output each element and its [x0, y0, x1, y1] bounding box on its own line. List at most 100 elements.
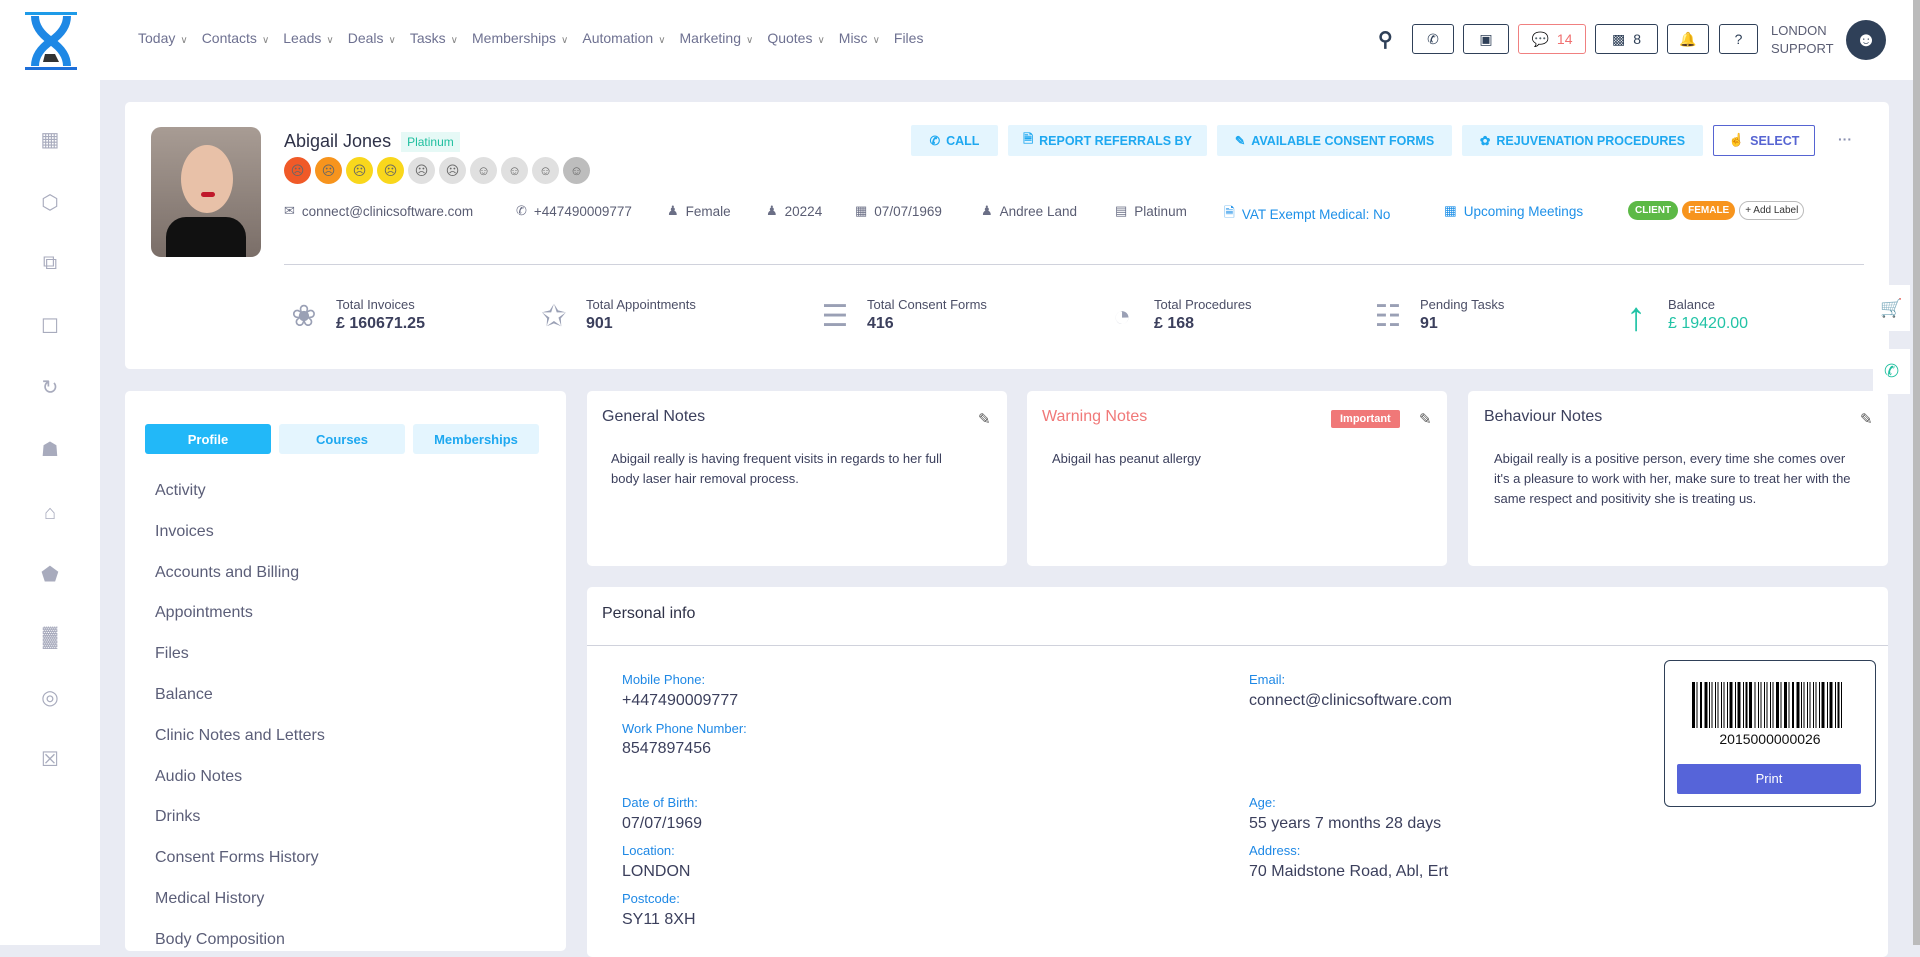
barcode-box: 2015000000026 Print [1664, 660, 1876, 807]
client-label[interactable]: CLIENT [1628, 201, 1679, 220]
more-button[interactable]: ··· [1838, 131, 1852, 147]
nav-item-quotes[interactable]: Quotes ∨ [767, 30, 824, 46]
stat-value: £ 160671.25 [336, 315, 425, 332]
mood-face-icon-1[interactable]: ☹ [284, 157, 311, 184]
mood-face-icon-9[interactable]: ☺ [532, 157, 559, 184]
mood-face-icon-5[interactable]: ☹ [408, 157, 435, 184]
avatar[interactable]: ☻ [1846, 20, 1886, 60]
report-referrals-button[interactable]: 🗎 REPORT REFERRALS BY [1008, 125, 1207, 156]
menu-item-medical-history[interactable]: Medical History [155, 890, 265, 907]
menu-item-invoices[interactable]: Invoices [155, 522, 214, 540]
personal-info-divider [587, 645, 1888, 646]
mood-face-icon-8[interactable]: ☺ [501, 157, 528, 184]
inbox-button[interactable]: ▣ [1463, 24, 1509, 54]
barcode-bar [1766, 682, 1768, 728]
profile-header: Abigail Jones Platinum [284, 131, 460, 152]
menu-item-accounts-and-billing[interactable]: Accounts and Billing [155, 563, 300, 581]
add-label-button[interactable]: + Add Label [1739, 201, 1805, 220]
stat-total-procedures: ◔ Total Procedures £ 168 [1102, 297, 1252, 337]
tab-memberships[interactable]: Memberships [413, 424, 539, 454]
consent-forms-button[interactable]: ✎ AVAILABLE CONSENT FORMS [1217, 125, 1452, 156]
nav-item-deals[interactable]: Deals ∨ [348, 30, 396, 46]
mood-face-icon-6[interactable]: ☹ [439, 157, 466, 184]
notifications-button[interactable]: 🔔 [1667, 24, 1709, 54]
menu-item-appointments[interactable]: Appointments [155, 604, 253, 622]
chat-button[interactable]: 💬 14 [1518, 24, 1586, 54]
location-label: Location: [622, 843, 675, 858]
mood-face-icon-10[interactable]: ☺ [563, 157, 590, 184]
mood-face-icon-7[interactable]: ☺ [470, 157, 497, 184]
menu-item-files[interactable]: Files [155, 645, 189, 663]
info-email[interactable]: ✉ connect@clinicsoftware.com [284, 203, 473, 219]
user-location[interactable]: LONDON SUPPORT [1771, 22, 1834, 58]
gift-icon[interactable]: ☗ [41, 439, 59, 461]
nav-item-files[interactable]: Files [894, 30, 924, 46]
menu-item-clinic-notes-and-letters[interactable]: Clinic Notes and Letters [155, 726, 325, 744]
rejuvenation-button[interactable]: ✿ REJUVENATION PROCEDURES [1462, 125, 1703, 156]
info-phone[interactable]: ✆ +447490009777 [516, 203, 632, 219]
nav-item-tasks[interactable]: Tasks ∨ [410, 30, 458, 46]
help-icon: ? [1734, 31, 1743, 47]
dob-label: Date of Birth: [622, 795, 698, 810]
store-button[interactable]: ▩ 8 [1595, 24, 1658, 54]
report-icon[interactable]: ▓ [42, 626, 58, 648]
scrollbar[interactable] [1913, 0, 1920, 945]
barcode-bar [1717, 682, 1719, 728]
cart-side-tab[interactable]: 🛒 [1873, 285, 1910, 331]
select-button[interactable]: ☝ SELECT [1713, 125, 1815, 156]
nav-item-today[interactable]: Today ∨ [138, 30, 188, 46]
copy-icon[interactable]: ⧉ [42, 252, 58, 274]
lock-icon[interactable]: ☒ [41, 749, 59, 771]
nav-item-automation[interactable]: Automation ∨ [582, 30, 665, 46]
cart-icon[interactable]: ⌂ [43, 502, 57, 524]
tag-icon[interactable]: ⬟ [41, 564, 59, 586]
nav-item-misc[interactable]: Misc ∨ [839, 30, 880, 46]
nav-item-memberships[interactable]: Memberships ∨ [472, 30, 568, 46]
nav-item-marketing[interactable]: Marketing ∨ [680, 30, 754, 46]
search-icon[interactable]: ⚲ [1378, 29, 1393, 51]
stat-value: £ 168 [1154, 315, 1195, 332]
mood-face-icon-4[interactable]: ☹ [377, 157, 404, 184]
help-button[interactable]: ? [1719, 24, 1758, 54]
edit-behaviour-notes-icon[interactable]: ✎ [1860, 411, 1873, 428]
mood-face-icon-3[interactable]: ☹ [346, 157, 373, 184]
envelope-icon: ✉ [284, 203, 295, 218]
box-icon[interactable]: ⬡ [41, 192, 59, 214]
user-line1: LONDON [1771, 23, 1827, 38]
upcoming-meetings-link[interactable]: ▦ Upcoming Meetings [1444, 203, 1583, 219]
user-sync-icon[interactable]: ◎ [41, 687, 59, 709]
nav-label: Quotes [767, 30, 813, 46]
chevron-down-icon: ∨ [326, 35, 334, 46]
menu-item-body-composition[interactable]: Body Composition [155, 930, 285, 948]
barcode-bar [1819, 682, 1820, 728]
barcode-bar [1729, 682, 1733, 728]
print-button[interactable]: Print [1677, 764, 1861, 794]
female-label[interactable]: FEMALE [1682, 201, 1736, 220]
menu-item-consent-forms-history[interactable]: Consent Forms History [155, 849, 319, 867]
tab-profile[interactable]: Profile [145, 424, 271, 454]
basket-icon[interactable]: ☐ [41, 316, 59, 338]
tab-courses[interactable]: Courses [279, 424, 405, 454]
vat-link[interactable]: 🗎 VAT Exempt Medical: No [1224, 203, 1390, 226]
edit-general-notes-icon[interactable]: ✎ [978, 411, 991, 428]
mood-face-icon-2[interactable]: ☹ [315, 157, 342, 184]
phone-button[interactable]: ✆ [1412, 24, 1454, 54]
logo[interactable] [25, 12, 77, 70]
barcode-bar [1760, 682, 1762, 728]
menu-item-balance[interactable]: Balance [155, 686, 213, 703]
whatsapp-side-tab[interactable]: ✆ [1873, 349, 1910, 394]
menu-item-drinks[interactable]: Drinks [155, 808, 201, 826]
nav-item-contacts[interactable]: Contacts ∨ [202, 30, 270, 46]
nav-label: Deals [347, 30, 384, 46]
menu-item-audio-notes[interactable]: Audio Notes [155, 767, 243, 785]
main-nav: Today ∨ Contacts ∨ Leads ∨ Deals ∨ Tasks ∨ Members… [138, 30, 937, 46]
mobile-label: Mobile Phone: [622, 672, 706, 687]
edit-warning-notes-icon[interactable]: ✎ [1419, 411, 1432, 428]
call-button[interactable]: ✆ CALL [911, 125, 998, 156]
calendar-icon[interactable]: ▦ [40, 129, 60, 151]
barcode-bar [1803, 682, 1805, 728]
history-icon[interactable]: ↻ [41, 377, 59, 399]
menu-item-activity[interactable]: Activity [155, 482, 206, 499]
stat-value: 416 [867, 315, 894, 332]
nav-item-leads[interactable]: Leads ∨ [283, 30, 333, 46]
